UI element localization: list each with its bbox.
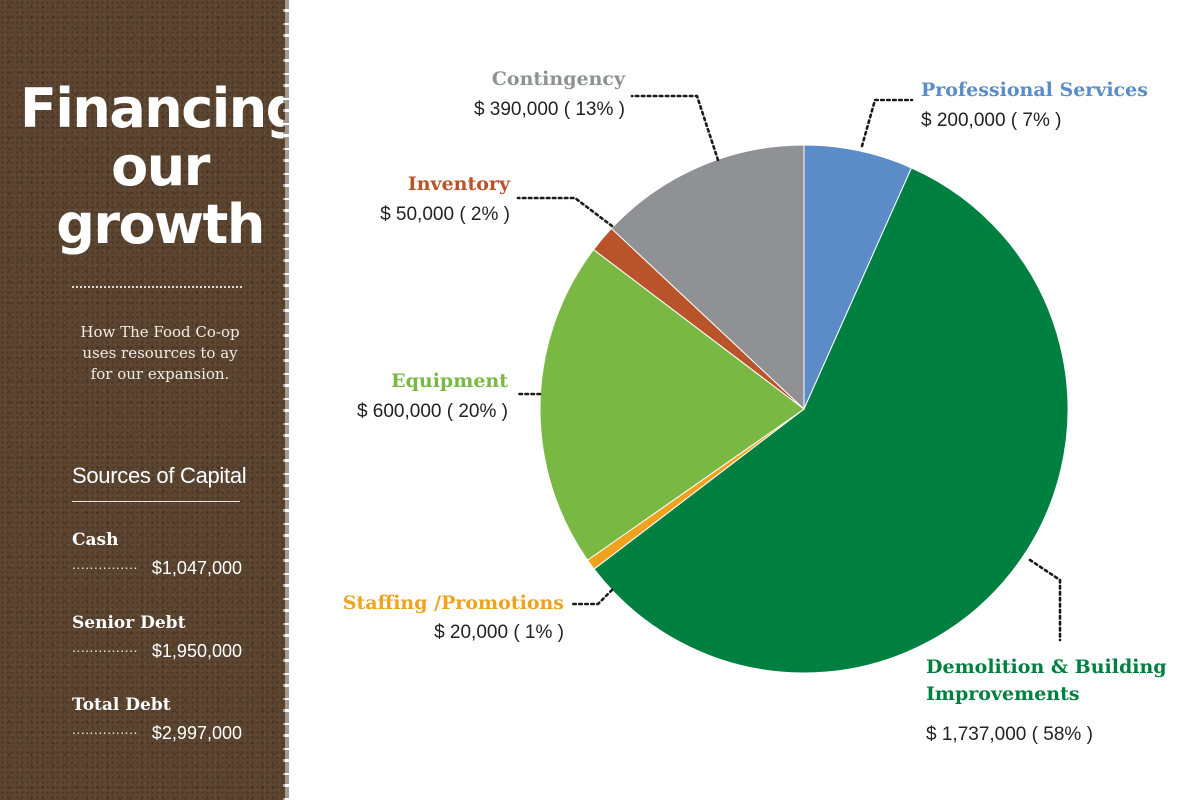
sidebar-panel: Financing our growth How The Food Co-op …	[0, 0, 304, 800]
slice-value-label: $ 200,000 ( 7% )	[921, 110, 1061, 131]
slice-value-label: $ 1,737,000 ( 58% )	[926, 724, 1093, 745]
capital-value: $2,997,000	[151, 723, 242, 743]
leader-line-contingency	[630, 94, 720, 162]
sources-of-capital-heading: Sources of Capital	[72, 463, 247, 488]
slice-value-label: $ 600,000 ( 20% )	[357, 401, 508, 422]
page-title: Financing our growth	[20, 77, 304, 256]
capital-item-senior-debt: Senior Debt ............... $1,950,000	[72, 613, 272, 663]
capital-item-cash: Cash ............... $1,047,000	[72, 530, 272, 580]
slice-name-label: Improvements	[926, 683, 1080, 705]
pie-slice-contingency	[610, 144, 805, 411]
dotted-divider	[72, 286, 242, 288]
capital-item-total-debt: Total Debt ............... $2,997,000	[72, 695, 272, 745]
slice-value-label: $ 20,000 ( 1% )	[434, 622, 564, 643]
sidebar-torn-edge	[283, 0, 289, 800]
capital-label: Total Debt	[72, 695, 171, 715]
capital-value: $1,950,000	[151, 641, 242, 661]
pie-slice-demolition-building-improvements	[593, 167, 1069, 674]
slice-name-label: Contingency	[492, 68, 626, 90]
slice-name-label: Professional Services	[921, 79, 1148, 101]
slice-name-label: Demolition & Building	[926, 656, 1167, 678]
slice-value-label: $ 390,000 ( 13% )	[474, 99, 625, 120]
dot-leader: ...............	[72, 721, 138, 737]
slice-name-label: Inventory	[408, 173, 511, 195]
leader-line-inventory	[516, 196, 614, 228]
leader-line-professional-services	[860, 98, 914, 148]
page-subtitle: How The Food Co-op uses resources to ay …	[80, 323, 240, 383]
capital-label: Cash	[72, 530, 119, 550]
pie-slice-professional-services	[803, 144, 913, 410]
slice-name-label: Staffing /Promotions	[343, 592, 564, 614]
slice-value-label: $ 50,000 ( 2% )	[380, 204, 510, 225]
slice-name-label: Equipment	[391, 370, 508, 392]
pie-slice-equipment	[539, 248, 805, 561]
dot-leader: ...............	[72, 556, 138, 572]
capital-value: $1,047,000	[151, 558, 242, 578]
leader-line-staffing-promotions	[568, 588, 614, 606]
leader-line-demolition-building-improvements	[1028, 558, 1062, 642]
capital-label: Senior Debt	[72, 613, 186, 633]
sources-divider	[72, 501, 240, 502]
dot-leader: ...............	[72, 639, 138, 655]
